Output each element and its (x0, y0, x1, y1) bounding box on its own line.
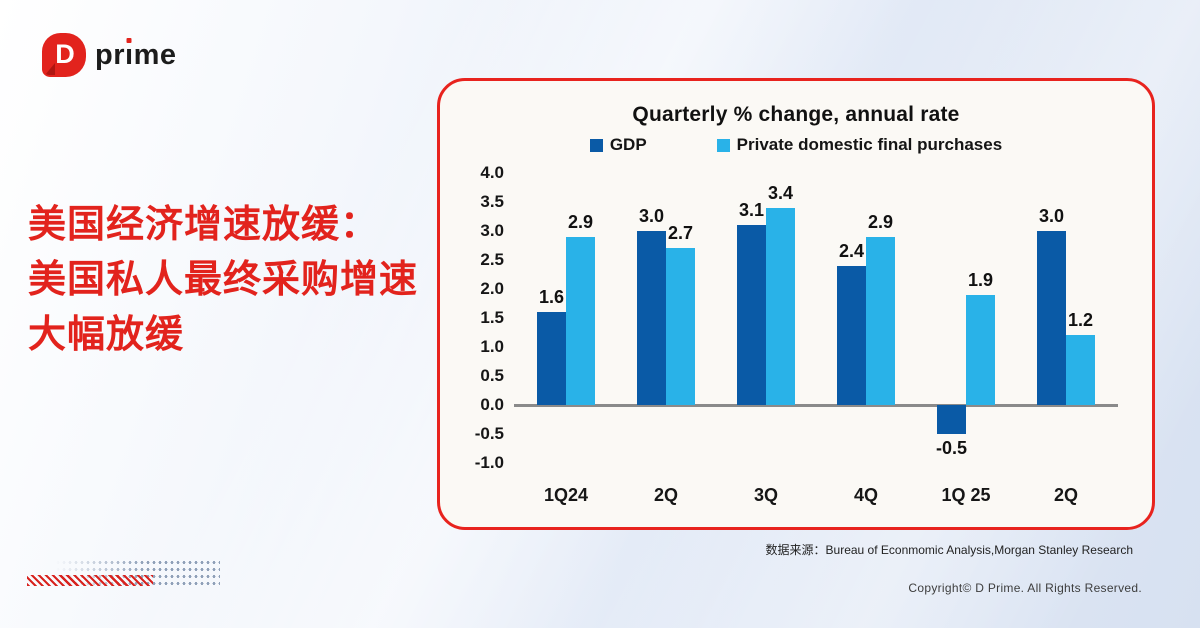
y-tick-label: 3.5 (480, 192, 504, 211)
y-tick-label: 0.0 (480, 395, 504, 414)
bar-private-1Q24 (566, 236, 595, 405)
chart-title: Quarterly % change, annual rate (632, 103, 960, 126)
x-axis-ticks: 1Q24 2Q 3Q 4Q 1Q 25 2Q (516, 485, 1116, 509)
legend-item-private-purchases: Private domestic final purchases (716, 135, 1003, 155)
bar-value-label: 3.4 (767, 182, 794, 203)
x-tick-label: 1Q 25 (941, 485, 991, 505)
x-tick-label: 4Q (853, 485, 878, 505)
bar-value-label: 3.0 (638, 206, 665, 226)
y-tick-label: 4.0 (480, 163, 504, 182)
y-tick-label: 2.5 (480, 250, 504, 269)
bar-value-label: 1.2 (1067, 310, 1094, 331)
brand-text-part: pr (95, 38, 125, 71)
headline-line-1: 美国经济增速放缓： (28, 204, 380, 246)
brand-text-i: ı (125, 38, 134, 71)
chart-card: Quarterly % change, annual rate GDP Priv… (437, 78, 1155, 530)
legend-item-gdp: GDP (589, 135, 647, 155)
y-tick-label: 2.0 (480, 279, 504, 298)
bar-gdp-2Q (637, 231, 666, 405)
legend-label: GDP (609, 135, 647, 154)
bar-private-1Q25 (966, 294, 995, 405)
brand-logo: D pr ı me (42, 33, 176, 77)
chart-legend: GDP Private domestic final purchases (440, 135, 1152, 155)
bar-value-label: 1.9 (967, 269, 994, 290)
y-tick-label: 0.5 (480, 366, 504, 385)
bar-value-label: 3.1 (738, 200, 765, 221)
x-tick-label: 2Q (1053, 485, 1078, 505)
y-tick-label: 1.5 (480, 308, 504, 327)
brand-name: pr ı me (95, 39, 176, 72)
bar-gdp-1Q25 (937, 405, 966, 434)
logo-letter: D (55, 38, 75, 69)
legend-swatch (716, 138, 730, 152)
chart-plot: 1.6 2.9 3.0 2.7 3.1 3.4 2.4 2.9 -0.5 1.9 3.0 1.2 (514, 173, 1118, 463)
bar-private-2Q (1066, 335, 1095, 405)
data-source-label: 数据来源： (765, 543, 826, 557)
bar-gdp-4Q (837, 265, 866, 405)
data-source-text: Bureau of Econmomic Analysis,Morgan Stan… (825, 543, 1133, 557)
bar-value-label: -0.5 (935, 438, 968, 458)
x-tick-label: 2Q (653, 485, 678, 505)
bar-private-3Q (766, 207, 795, 405)
bar-value-label: 2.9 (567, 211, 594, 232)
legend-label: Private domestic final purchases (736, 135, 1003, 154)
x-tick-label: 3Q (753, 485, 778, 505)
legend-swatch (589, 138, 603, 152)
y-tick-label: 1.0 (480, 337, 504, 356)
copyright-notice: Copyright© D Prime. All Rights Reserved. (908, 581, 1142, 595)
headline: 美国经济增速放缓： 美国私人最终采购增速 大幅放缓 (28, 198, 448, 363)
data-source: 数据来源：Bureau of Econmomic Analysis,Morgan… (437, 541, 1155, 558)
y-tick-label: -1.0 (474, 453, 504, 472)
bar-gdp-3Q (737, 225, 766, 405)
bar-value-label: 2.9 (867, 211, 894, 232)
bar-private-2Q (666, 248, 695, 405)
x-tick-label: 1Q24 (543, 485, 589, 505)
bar-gdp-2Q (1037, 231, 1066, 405)
d-prime-logo-icon: D (42, 33, 86, 77)
hatched-bar-decoration (27, 575, 153, 586)
y-axis-ticks: 4.0 3.5 3.0 2.5 2.0 1.5 1.0 0.5 0.0 -0.5 -1.0 (440, 163, 504, 472)
bar-value-label: 2.4 (838, 240, 865, 261)
y-tick-label: -0.5 (474, 424, 504, 443)
bar-private-4Q (866, 236, 895, 405)
headline-line-2: 美国私人最终采购增速 (28, 259, 419, 301)
bar-value-label: 2.7 (667, 223, 694, 244)
zero-axis-line (514, 403, 1118, 407)
brand-text-part: me (133, 38, 177, 71)
headline-line-3: 大幅放缓 (28, 314, 185, 356)
y-tick-label: 3.0 (480, 221, 504, 240)
bar-value-label: 1.6 (538, 287, 565, 308)
bar-gdp-1Q24 (537, 312, 566, 405)
bar-value-label: 3.0 (1038, 206, 1065, 226)
